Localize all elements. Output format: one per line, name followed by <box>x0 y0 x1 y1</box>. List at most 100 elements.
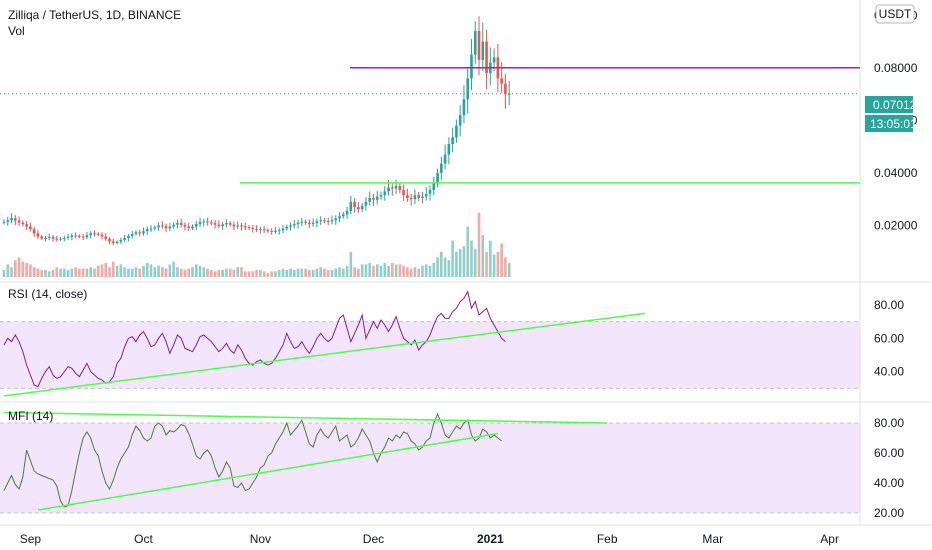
volume-bar <box>236 267 240 277</box>
time-axis: Sep Oct Nov Dec 2021 Feb Mar Apr <box>20 532 839 546</box>
volume-bar <box>232 270 236 277</box>
candle-body <box>157 225 160 228</box>
volume-bar <box>63 268 66 277</box>
candle-body <box>187 226 191 229</box>
price-tick-label: 0.08000 <box>874 61 918 75</box>
candle-body <box>481 41 485 60</box>
candle-body <box>138 232 142 234</box>
price-tick-label: 0.02000 <box>874 218 918 232</box>
volume-bar <box>413 267 417 277</box>
candle-body <box>406 195 409 198</box>
volume-bar <box>473 249 477 277</box>
candle-body <box>458 115 462 126</box>
candle-body <box>387 187 390 192</box>
volume-bar <box>330 270 334 277</box>
candle-body <box>262 229 266 231</box>
candle-body <box>29 226 32 230</box>
volume-bar <box>277 270 281 277</box>
volume-bar <box>443 257 447 277</box>
candle-body <box>161 225 164 227</box>
currency-button[interactable]: USDT <box>875 4 915 24</box>
volume-bar <box>470 240 473 277</box>
candle-body <box>436 172 439 184</box>
volume-bar <box>134 267 138 277</box>
volume-bar <box>149 264 153 277</box>
volume-bar <box>319 267 322 277</box>
candle-body <box>93 233 96 235</box>
volume-bar <box>391 263 394 277</box>
volume-bar <box>221 270 224 277</box>
rsi-tick-label: 60.00 <box>874 331 904 345</box>
candle-body <box>330 220 334 222</box>
candle-body <box>255 229 258 231</box>
volume-bar <box>455 251 458 277</box>
volume-bar <box>179 268 183 277</box>
candle-body <box>292 224 296 226</box>
candle-body <box>194 224 198 227</box>
candle-body <box>391 187 394 189</box>
volume-bar <box>315 268 319 277</box>
candle-body <box>485 41 488 74</box>
volume-bar <box>368 263 371 277</box>
candle-body <box>14 218 17 221</box>
volume-bar <box>25 263 28 277</box>
volume-bar <box>406 267 409 277</box>
volume-bar <box>259 270 262 277</box>
candle-body <box>70 235 74 238</box>
volume-bar <box>489 240 492 277</box>
candle-body <box>277 230 281 232</box>
last-price-tag: 0.07012 <box>865 96 917 113</box>
volume-bar <box>398 264 402 277</box>
candle-body <box>183 224 187 227</box>
volume-bar <box>115 265 119 277</box>
candle-body <box>492 57 496 63</box>
mfi-tick-label: 60.00 <box>874 446 904 460</box>
volume-bar <box>375 264 379 277</box>
volume-bar <box>191 267 194 277</box>
candle-body <box>145 229 149 232</box>
volume-bar <box>2 270 6 277</box>
volume-bar <box>247 271 251 277</box>
volume-bar <box>323 268 326 277</box>
volume-bar <box>130 268 134 277</box>
volume-bar <box>372 265 375 277</box>
volume-bar <box>153 267 157 277</box>
volume-bar <box>168 264 172 277</box>
volume-bar <box>89 267 93 277</box>
candle-body <box>319 220 322 222</box>
candle-body <box>375 196 379 200</box>
candle-body <box>266 230 270 232</box>
candle-body <box>308 222 311 225</box>
candle-body <box>432 183 436 190</box>
candle-body <box>270 230 273 232</box>
candle-body <box>55 238 59 240</box>
candle-body <box>413 195 417 200</box>
candle-body <box>466 78 470 100</box>
candle-body <box>74 235 77 237</box>
volume-bar <box>266 272 270 277</box>
volume-bar <box>51 270 55 277</box>
candle-body <box>206 221 209 223</box>
candle-body <box>470 54 473 79</box>
currency-button-label: USDT <box>879 7 912 21</box>
volume-bar <box>213 271 217 277</box>
volume-bar <box>342 268 345 277</box>
candle-body <box>17 220 21 223</box>
volume-bar <box>210 270 213 277</box>
candle-body <box>232 224 236 227</box>
volume-bar <box>66 270 70 277</box>
mfi-tick-label: 80.00 <box>874 416 904 430</box>
candle-body <box>142 231 145 234</box>
candle-body <box>32 229 36 234</box>
volume-bar <box>70 268 74 277</box>
candle-body <box>477 31 481 60</box>
volume-bar <box>142 265 145 277</box>
volume-bar <box>6 264 10 277</box>
volume-bar <box>172 261 175 277</box>
candle-body <box>51 237 55 239</box>
candle-body <box>217 224 221 226</box>
volume-bar <box>44 270 47 277</box>
volume-bar <box>285 270 289 277</box>
volume-bar <box>21 261 25 277</box>
volume-bar <box>157 265 160 277</box>
